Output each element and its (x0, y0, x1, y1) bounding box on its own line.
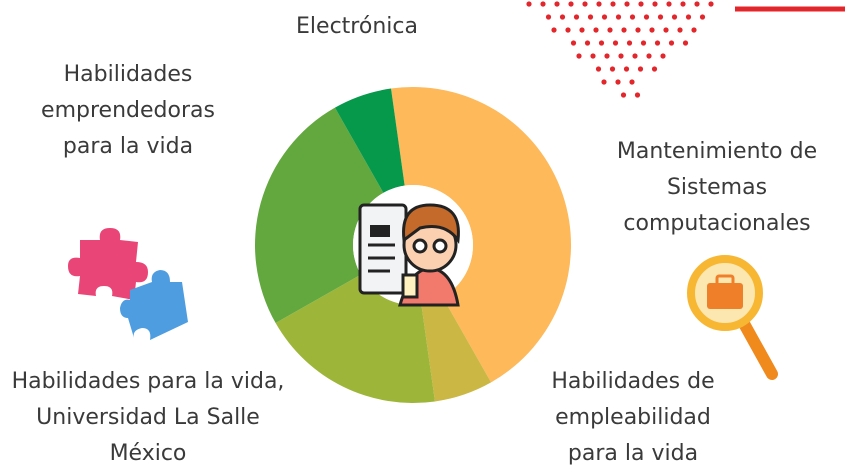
dot (615, 79, 621, 85)
puzzle-icon (68, 228, 188, 340)
dot (651, 66, 658, 72)
dot (680, 1, 686, 7)
dot (618, 53, 624, 59)
dot (632, 53, 638, 59)
dot (565, 27, 571, 33)
dot (663, 27, 669, 33)
dot (657, 14, 664, 20)
dot (691, 27, 697, 33)
dot (576, 53, 582, 59)
dot (621, 27, 627, 33)
dot (579, 27, 585, 33)
category-label: Habilidades emprendedoras para la vida (41, 62, 215, 159)
category-label: Electrónica (296, 14, 418, 39)
dot (708, 1, 714, 7)
dot (587, 14, 594, 20)
dot (590, 53, 596, 59)
dot (649, 27, 655, 33)
category-label: Mantenimiento de Sistemas computacionale… (616, 139, 818, 236)
dot (652, 1, 658, 7)
dot (545, 14, 552, 20)
dot (604, 53, 610, 59)
dot (551, 27, 557, 33)
dot (623, 66, 630, 72)
dot (699, 14, 706, 20)
dot (582, 1, 588, 7)
dot (654, 40, 661, 46)
category-label: Habilidades para la vida, Universidad La… (11, 369, 285, 466)
donut-segment (391, 87, 572, 383)
donut-segment (254, 107, 384, 324)
dot (638, 1, 644, 7)
dot (526, 1, 532, 7)
dot (637, 66, 644, 72)
dot (573, 14, 580, 20)
dot (668, 40, 675, 46)
dot (615, 14, 622, 20)
dot (612, 40, 619, 46)
dot (685, 14, 692, 20)
dot (626, 40, 633, 46)
dot (666, 1, 672, 7)
dot (554, 1, 560, 7)
dot (629, 14, 636, 20)
dot (660, 53, 666, 59)
donut-segment (421, 297, 492, 402)
dot (635, 27, 641, 33)
dot (559, 14, 566, 20)
category-label: Habilidades de empleabilidad para la vid… (551, 369, 715, 466)
dot (682, 40, 689, 46)
dot (596, 1, 602, 7)
donut-segment (275, 274, 435, 403)
dot (634, 92, 641, 98)
dot (677, 27, 683, 33)
dot (598, 40, 605, 46)
dot (568, 1, 574, 7)
dot (584, 40, 591, 46)
dot (610, 1, 616, 7)
dot (620, 92, 627, 98)
dot (540, 1, 546, 7)
dot (629, 79, 635, 85)
dot (643, 14, 650, 20)
dot (640, 40, 647, 46)
dot-pattern (526, 1, 714, 98)
dot (570, 40, 577, 46)
dot (671, 14, 678, 20)
dot (624, 1, 630, 7)
dot (609, 66, 616, 72)
magnifier-icon (687, 255, 778, 380)
dot (694, 1, 700, 7)
dot (601, 79, 607, 85)
dot (593, 27, 599, 33)
dot (607, 27, 613, 33)
dot (646, 53, 652, 59)
dot (595, 66, 602, 72)
person-icon (358, 203, 460, 307)
donut-segment (334, 88, 405, 193)
dot (601, 14, 608, 20)
